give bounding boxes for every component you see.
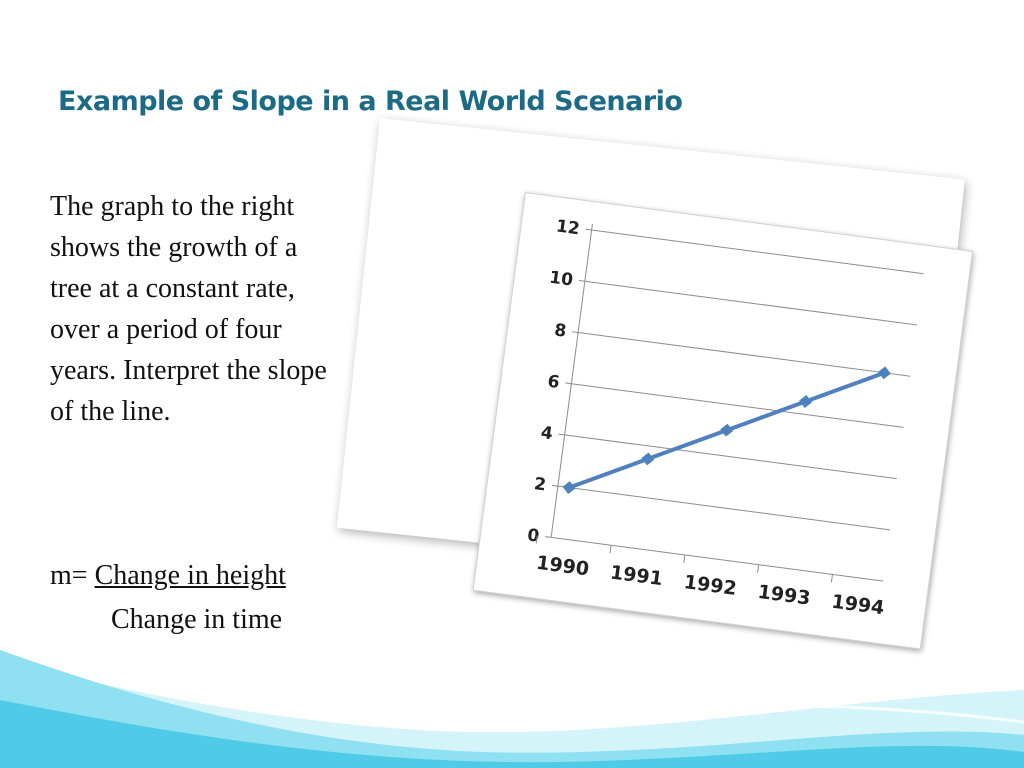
y-tick-label: 0 [526,525,541,546]
y-tick-label: 12 [555,216,581,239]
formula-denominator: Change in time [111,604,283,635]
x-tick-label: 1993 [756,581,811,610]
y-tick-label: 6 [546,372,560,393]
y-tick [565,382,572,385]
data-point [641,452,655,466]
gridline [578,331,911,377]
y-tick [545,536,552,538]
gridline [584,280,918,326]
body-text: The graph to the right shows the growth … [50,186,430,432]
y-tick-label: 2 [533,474,547,495]
formula-numerator-line: m= Change in height [50,554,286,598]
gridline [557,485,891,531]
y-tick [585,228,592,231]
x-tick [830,574,833,583]
body-line: The graph to the right [50,191,295,222]
line-chart: 0 2 4 6 8 10 12 1990 1991 1992 1993 1994 [472,192,974,650]
chart-svg: 0 2 4 6 8 10 12 1990 1991 1992 1993 1994 [526,216,924,620]
x-tick [757,564,760,573]
data-point [720,423,734,437]
y-tick-label: 4 [540,423,555,444]
x-tick-label: 1994 [830,591,885,620]
slope-formula: m= Change in height Change in time [50,554,286,642]
y-axis [550,224,593,538]
body-line: of the line. [50,396,171,427]
y-tick-label: 10 [548,268,574,291]
wave-deep [0,700,1024,768]
x-tick [535,535,538,544]
gridline [564,434,897,480]
gridline [571,383,904,428]
y-tick-label: 8 [553,320,567,341]
gridline [551,536,884,582]
data-point [877,366,891,380]
x-tick [609,545,612,554]
body-line: tree at a constant rate, [50,273,295,304]
x-tick-label: 1991 [609,561,664,590]
data-point [562,481,576,495]
y-tick [551,484,558,487]
x-tick-label: 1992 [683,571,738,600]
body-line: shows the growth of a [50,232,298,263]
formula-prefix: m= [50,560,88,591]
slide-title: Example of Slope in a Real World Scenari… [58,86,683,117]
x-tick [683,554,686,563]
wave-mid [0,650,1024,768]
y-tick [558,433,565,436]
y-tick [572,331,579,333]
wave-highlight [599,704,1024,724]
gridline [591,229,924,275]
body-line: years. Interpret the slope [50,355,327,386]
y-tick [578,279,585,282]
formula-numerator: Change in height [94,560,286,591]
x-tick-label: 1990 [535,552,590,581]
data-point [799,395,812,408]
body-line: over a period of four [50,314,282,345]
